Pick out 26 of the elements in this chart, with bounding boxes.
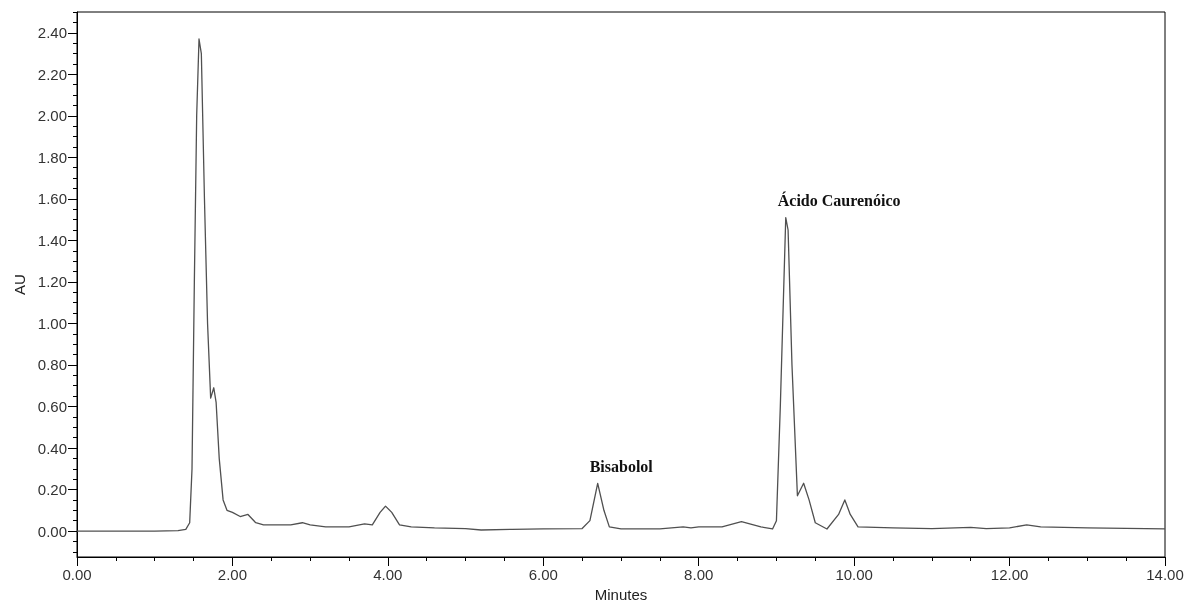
y-tick-label: 2.00: [37, 107, 67, 125]
x-tick-label: 12.00: [990, 566, 1029, 583]
x-tick-label: 2.00: [217, 566, 248, 583]
annotation: Bisabolol: [589, 457, 654, 475]
x-tick-label: 10.00: [835, 566, 873, 583]
line-series: [76, 38, 1166, 532]
y-tick-label: 1.40: [37, 231, 67, 249]
x-tick-label: 14.00: [1146, 566, 1184, 583]
y-tick-label: 1.80: [37, 148, 67, 166]
y-tick-label: 1.20: [37, 273, 67, 291]
x-tick-label: 4.00: [373, 566, 403, 583]
y-tick-label: 0.80: [37, 356, 67, 374]
y-tick-label: 2.40: [37, 24, 67, 42]
x-tick-label: 0.00: [62, 566, 92, 583]
y-tick-label: 0.20: [37, 481, 67, 499]
y-tick-label: 0.00: [37, 522, 67, 540]
y-tick-label: 2.20: [37, 65, 67, 83]
y-tick-label: 1.00: [37, 314, 67, 332]
y-tick-label: 1.60: [37, 190, 67, 208]
x-tick-label: 8.00: [684, 566, 714, 583]
x-axis-title: Minutes: [594, 586, 648, 603]
y-axis-title: AU: [10, 274, 28, 295]
annotation: Ácido Caurenóico: [777, 191, 901, 210]
y-tick-label: 0.60: [37, 397, 67, 415]
y-tick-label: 0.40: [37, 439, 67, 457]
x-tick-label: 6.00: [528, 566, 558, 583]
